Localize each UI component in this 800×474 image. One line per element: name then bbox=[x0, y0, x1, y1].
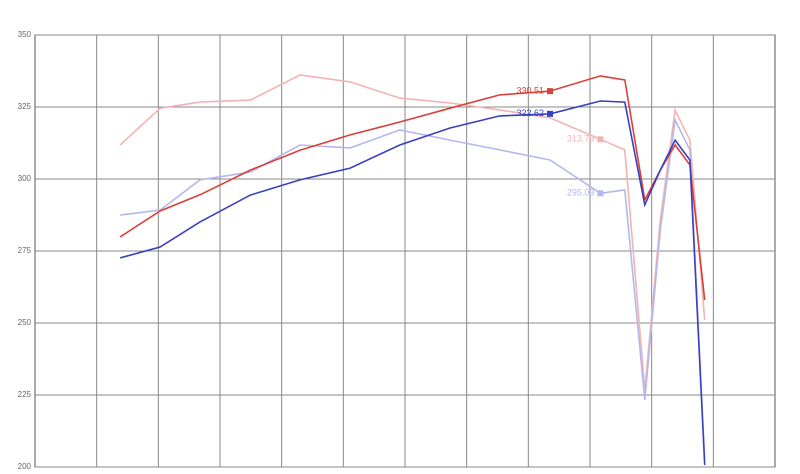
data-label: 295.03 bbox=[567, 188, 595, 198]
marker bbox=[547, 110, 554, 117]
series-line bbox=[119, 100, 706, 466]
y-tick-label: 200 bbox=[18, 462, 32, 471]
marker bbox=[597, 190, 604, 197]
data-label: 322.62 bbox=[517, 108, 545, 118]
marker bbox=[597, 136, 604, 143]
y-tick-label: 250 bbox=[18, 318, 32, 327]
series-line bbox=[120, 117, 706, 461]
y-tick-label: 275 bbox=[18, 246, 32, 255]
data-label: 313.79 bbox=[567, 134, 595, 144]
y-tick-label: 225 bbox=[18, 390, 32, 399]
y-tick-label: 300 bbox=[18, 174, 32, 183]
data-label: 330.51 bbox=[517, 86, 545, 96]
series-line bbox=[119, 74, 706, 391]
y-tick-label: 350 bbox=[18, 30, 32, 39]
y-tick-label: 325 bbox=[18, 102, 32, 111]
marker bbox=[547, 88, 554, 95]
